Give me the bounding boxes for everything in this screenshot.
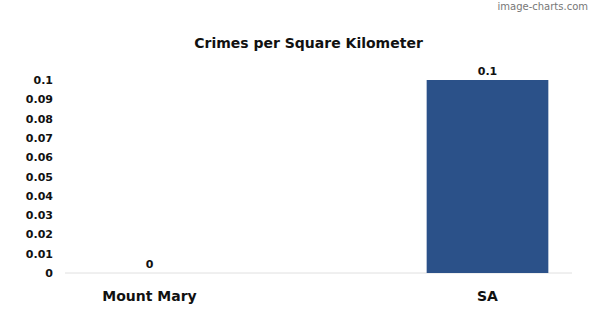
- y-tick-label: 0.04: [26, 190, 53, 203]
- chart-svg: image-charts.com Crimes per Square Kilome…: [0, 0, 592, 333]
- x-tick-label: Mount Mary: [102, 288, 196, 304]
- data-label: 0.1: [478, 65, 498, 78]
- tick-mark: [62, 253, 65, 254]
- y-tick-label: 0.01: [26, 248, 53, 261]
- labels: 0 Mount Mary 0.1 SA: [102, 65, 498, 304]
- x-tick-label: SA: [477, 288, 498, 304]
- tick-mark: [62, 118, 65, 119]
- tick-mark: [62, 273, 65, 274]
- tick-mark: [62, 195, 65, 196]
- y-tick-label: 0.1: [34, 74, 54, 87]
- bar: [427, 80, 549, 273]
- tick-mark: [62, 99, 65, 100]
- y-tick-label: 0.05: [26, 171, 53, 184]
- y-tick-label: 0: [45, 267, 53, 280]
- tick-mark: [62, 215, 65, 216]
- tick-mark: [62, 176, 65, 177]
- tick-mark: [62, 157, 65, 158]
- data-label: 0: [146, 258, 154, 271]
- y-tick-label: 0.03: [26, 209, 53, 222]
- bar: [89, 273, 211, 274]
- tick-mark: [62, 80, 65, 81]
- y-tick-label: 0.09: [26, 93, 53, 106]
- y-tick-label: 0.08: [26, 113, 53, 126]
- y-axis: 0 0.01 0.02 0.03 0.04 0.05 0.06 0.07 0.08 0.09 0.1: [26, 74, 65, 280]
- y-tick-label: 0.06: [26, 151, 53, 164]
- watermark: image-charts.com: [498, 1, 589, 12]
- chart-container: image-charts.com Crimes per Square Kilome…: [0, 0, 592, 333]
- tick-mark: [62, 137, 65, 138]
- y-tick-label: 0.02: [26, 228, 53, 241]
- chart-title: Crimes per Square Kilometer: [194, 35, 423, 51]
- y-tick-label: 0.07: [26, 132, 53, 145]
- bars: [427, 80, 549, 273]
- tick-mark: [62, 234, 65, 235]
